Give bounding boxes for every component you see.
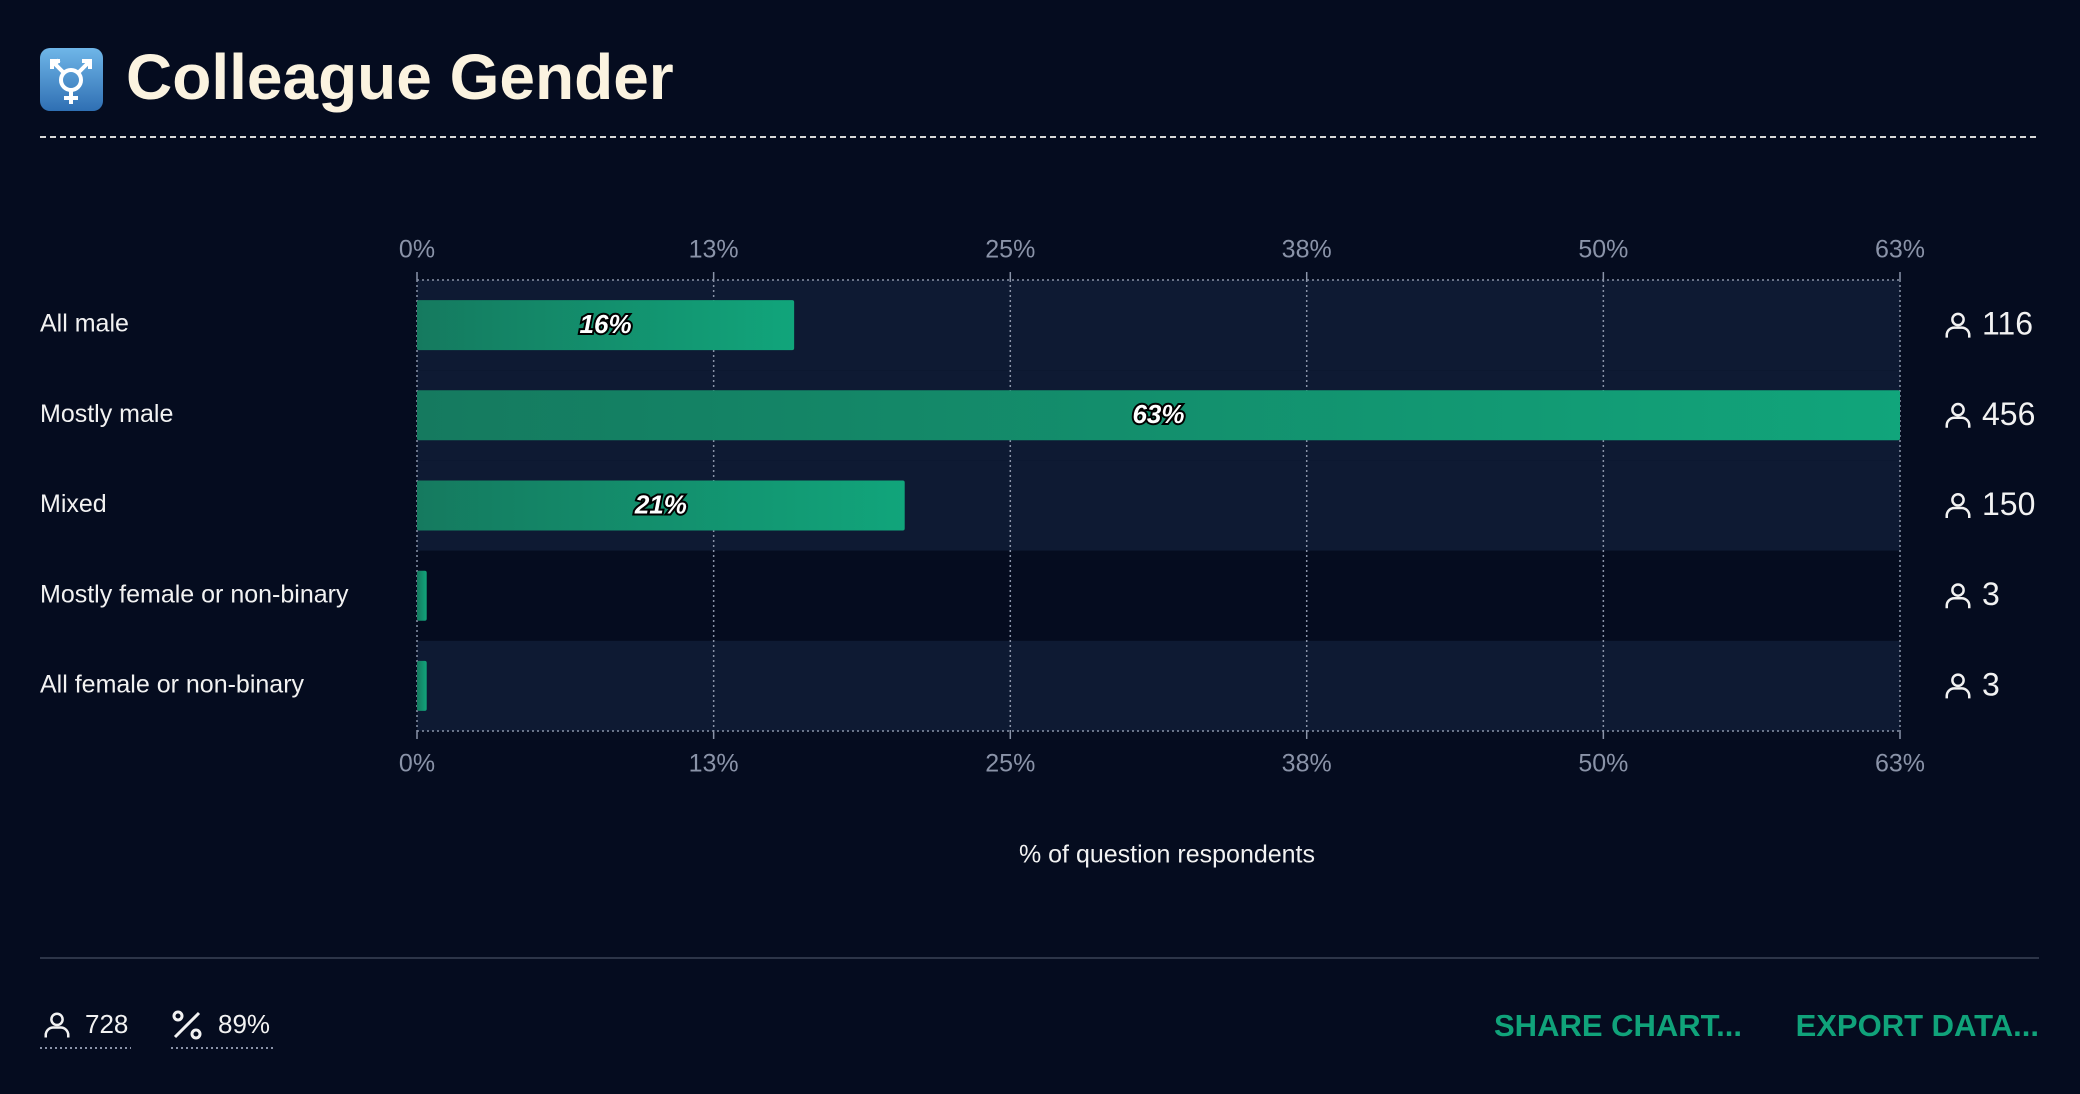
x-tick-label: 25%: [985, 750, 1035, 778]
category-label: Mostly female or non-binary: [40, 580, 349, 608]
x-tick-label: 0%: [399, 236, 435, 264]
count-icon: [1945, 493, 1971, 520]
row-background: [417, 640, 1900, 731]
x-tick-label: 13%: [689, 236, 739, 264]
category-label: Mostly male: [40, 400, 173, 428]
page-title: Colleague Gender: [126, 41, 674, 113]
value-label: 63%: [1132, 399, 1184, 429]
count-label: 150: [1982, 486, 2035, 522]
count-icon: [1945, 673, 1971, 700]
percentage-value: 89%: [218, 1009, 270, 1039]
value-label: 21%: [634, 489, 687, 519]
count-icon: [1945, 402, 1971, 430]
bar: [417, 660, 427, 711]
count-label: 116: [1982, 306, 2033, 342]
category-label: All female or non-binary: [40, 671, 305, 699]
bar: [417, 300, 795, 351]
x-tick-label: 38%: [1282, 750, 1332, 778]
export-data-button[interactable]: EXPORT DATA...: [1796, 1008, 2039, 1043]
value-label: 16%: [580, 309, 632, 339]
x-tick-label: 13%: [689, 750, 739, 778]
percentage-stat: 89%: [171, 1009, 273, 1049]
x-tick-label: 25%: [985, 236, 1035, 264]
count-icon: [1945, 583, 1971, 610]
bar: [417, 390, 1900, 441]
category-label: All male: [40, 310, 129, 338]
bar: [417, 480, 905, 531]
count-label: 3: [1982, 576, 2000, 612]
x-tick-label: 50%: [1578, 750, 1628, 778]
x-tick-label: 50%: [1578, 236, 1628, 264]
count-label: 456: [1982, 396, 2035, 432]
x-tick-label: 63%: [1875, 750, 1925, 778]
respondents-count: 728: [85, 1009, 128, 1039]
share-chart-button[interactable]: SHARE CHART...: [1494, 1008, 1742, 1043]
x-tick-label: 0%: [399, 750, 435, 778]
chart: 0% 0% 13% 13% 25% 25% 38% 38% 50% 50% 63% 63% All ma…: [40, 236, 2035, 778]
count-icon: [1945, 312, 1971, 339]
count-label: 3: [1982, 666, 2000, 702]
bar: [417, 570, 427, 621]
respondents-stat: 728: [40, 1009, 131, 1049]
x-tick-label: 38%: [1282, 236, 1332, 264]
category-label: Mixed: [40, 490, 107, 518]
x-axis-title: % of question respondents: [1019, 841, 1315, 869]
title-icon: [40, 48, 103, 111]
x-tick-label: 63%: [1875, 236, 1925, 264]
